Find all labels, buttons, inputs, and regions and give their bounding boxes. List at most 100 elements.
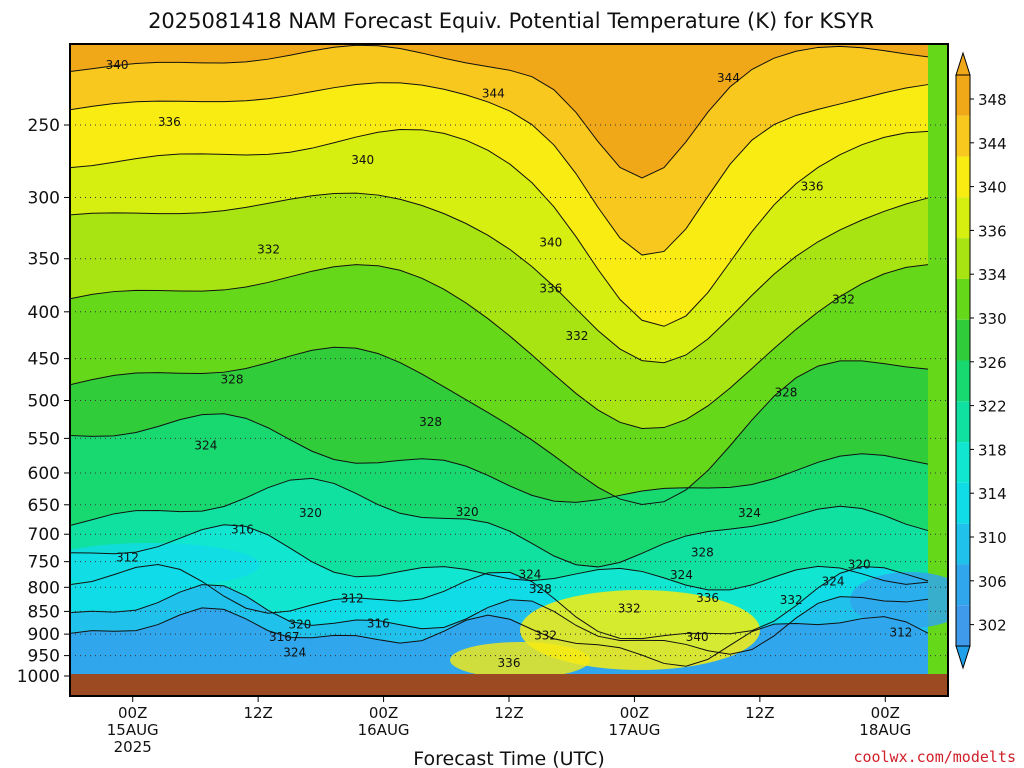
contour-label: 320 <box>288 618 311 632</box>
colorbar-label: 322 <box>978 398 1007 416</box>
colorbar-label: 302 <box>978 617 1007 635</box>
warm-lowlevel-area <box>520 590 760 670</box>
contour-label: 340 <box>686 630 709 644</box>
pressure-axis: 250 300 350 400 450 500 550 600 650 700 750 800 850 9… <box>17 116 70 687</box>
colorbar-bottom-arrow <box>955 645 971 670</box>
colorbar-swatch <box>956 75 970 116</box>
contour-label: 324 <box>194 439 217 453</box>
contour-line <box>70 346 929 506</box>
contour-line <box>70 264 929 429</box>
x-tick-label: 00Z <box>620 704 649 722</box>
colorbar-label: 344 <box>978 135 1007 153</box>
contour-label: 312 <box>341 592 364 606</box>
y-tick-label: 650 <box>28 496 60 516</box>
contour-label: 328 <box>691 546 714 560</box>
y-tick-label: 450 <box>28 350 60 370</box>
contour-line <box>70 44 929 179</box>
colorbar-swatch <box>956 605 970 646</box>
contour-label: 336 <box>498 656 521 670</box>
contour-line <box>70 192 929 364</box>
colorbar-swatch <box>956 197 970 239</box>
colorbar-swatch <box>956 115 970 157</box>
fill-band <box>70 129 928 363</box>
contour-label: 332 <box>780 593 803 607</box>
colorbar-swatch <box>956 523 970 565</box>
chart-title: 2025081418 NAM Forecast Equiv. Potential… <box>148 9 874 33</box>
contour-label: 332 <box>565 329 588 343</box>
fill-band <box>70 478 928 590</box>
x-tick-label: 18AUG <box>859 721 911 739</box>
fill-band <box>70 193 928 429</box>
contour-label: 324 <box>822 574 845 588</box>
colorbar-label: 336 <box>978 222 1007 240</box>
colorbar-label: 348 <box>978 91 1007 109</box>
contour-label: 332 <box>832 293 855 307</box>
colorbar-swatch <box>956 319 970 361</box>
colorbar-label: 310 <box>978 529 1007 547</box>
colorbar-swatch <box>956 360 970 402</box>
x-tick-label: 17AUG <box>608 721 660 739</box>
plot-area <box>70 44 948 696</box>
contour-line <box>70 524 929 591</box>
contour-label: 324 <box>670 568 693 582</box>
warm-lowlevel-area <box>450 642 590 678</box>
contour-label: 324 <box>738 506 761 520</box>
fill-band <box>70 413 928 567</box>
contour-label: 344 <box>717 71 740 85</box>
x-tick-label: 00Z <box>118 704 147 722</box>
contour-label: 316 <box>367 616 390 630</box>
y-tick-label: 850 <box>28 602 60 622</box>
contour-label: 320 <box>299 506 322 520</box>
x-tick-label: 15AUG <box>107 721 159 739</box>
contour-label: 312 <box>116 550 139 564</box>
x-tick-label: 2025 <box>114 738 152 756</box>
colorbar-label: 314 <box>978 485 1007 503</box>
y-tick-label: 400 <box>28 303 60 323</box>
contour-label: 316 <box>231 523 254 537</box>
contour-label: 336 <box>696 591 719 605</box>
contour-lines <box>70 44 929 667</box>
contour-line <box>70 477 929 568</box>
colorbar-label: 334 <box>978 266 1007 284</box>
contour-label: 328 <box>221 372 244 386</box>
y-tick-label: 550 <box>28 429 60 449</box>
fill-band <box>70 45 928 256</box>
y-tick-label: 900 <box>28 625 60 645</box>
colorbar-label: 330 <box>978 310 1007 328</box>
colorbar: 348 344 340 336 334 330 326 322 318 314 310 306 302 <box>955 51 1007 670</box>
colorbar-swatch <box>956 238 970 279</box>
contour-label: 344 <box>482 87 505 101</box>
theta-e-fill <box>70 44 948 696</box>
contour-label: 320 <box>456 505 479 519</box>
colorbar-label: 326 <box>978 354 1007 372</box>
contour-line <box>70 413 929 503</box>
contour-line <box>70 564 929 640</box>
y-tick-label: 250 <box>28 116 60 136</box>
x-tick-label: 12Z <box>243 704 272 722</box>
y-tick-label: 700 <box>28 525 60 545</box>
y-tick-label: 300 <box>28 188 60 208</box>
y-tick-label: 600 <box>28 464 60 484</box>
colorbar-swatch <box>956 564 970 606</box>
contour-line <box>70 82 929 256</box>
cold-pool <box>70 543 260 587</box>
colorbar-label: 306 <box>978 573 1007 591</box>
contour-line <box>70 607 929 667</box>
y-tick-label: 800 <box>28 578 60 598</box>
contour-label: 328 <box>419 415 442 429</box>
colorbar-swatch <box>956 401 970 443</box>
x-tick-label: 16AUG <box>358 721 410 739</box>
contour-label: 332 <box>618 602 641 616</box>
contour-label: 340 <box>539 236 562 250</box>
x-tick-label: 00Z <box>871 704 900 722</box>
contour-label: 3167 <box>269 630 300 644</box>
fill-band <box>70 264 928 505</box>
contour-label: 328 <box>775 385 798 399</box>
fill-band <box>70 82 928 327</box>
colorbar-swatch <box>956 278 970 320</box>
contour-label: 336 <box>801 180 824 194</box>
cold-pool <box>850 572 948 628</box>
contour-label: 340 <box>106 58 129 72</box>
